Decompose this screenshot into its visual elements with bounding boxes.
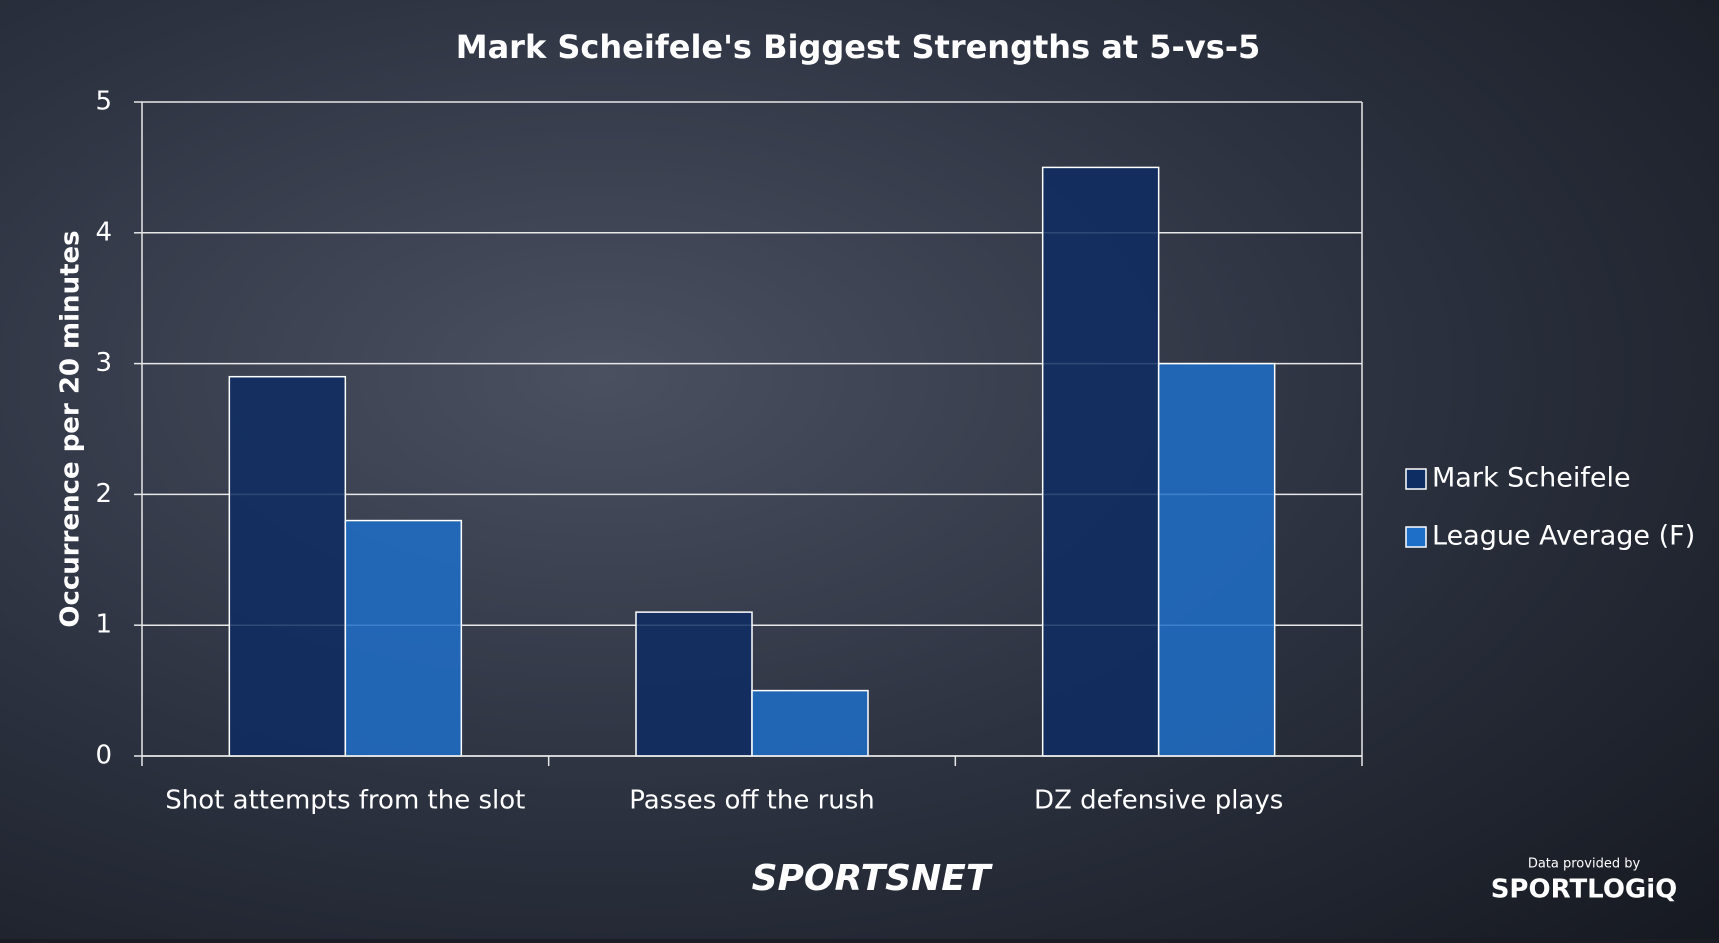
y-tick-label: 2 (95, 479, 112, 509)
legend-label: League Average (F) (1432, 521, 1695, 552)
y-tick-label: 0 (95, 741, 112, 771)
x-tick-label: Passes off the rush (629, 786, 875, 816)
x-tick-label: DZ defensive plays (1034, 786, 1283, 816)
provider-logo: SPORTLOGiQ (1491, 875, 1678, 905)
bar (751, 689, 869, 757)
bar (1041, 166, 1160, 757)
legend-label: Mark Scheifele (1432, 463, 1631, 494)
y-tick-label: 1 (95, 610, 112, 640)
legend-swatch (1405, 526, 1427, 548)
x-tick-label: Shot attempts from the slot (165, 786, 525, 816)
chart-title: Mark Scheifele's Biggest Strengths at 5-… (456, 28, 1261, 66)
legend-swatch (1405, 468, 1427, 490)
credit: Data provided by (1528, 857, 1641, 872)
brand-logo: SPORTSNET (752, 858, 993, 899)
bar (344, 519, 463, 757)
y-tick-label: 5 (95, 87, 112, 117)
bar (635, 611, 753, 757)
y-tick-label: 4 (95, 217, 112, 247)
y-tick-label: 3 (95, 348, 112, 378)
y-axis-label: Occurrence per 20 minutes (56, 230, 86, 627)
bar (228, 375, 347, 757)
bar (1157, 362, 1276, 757)
